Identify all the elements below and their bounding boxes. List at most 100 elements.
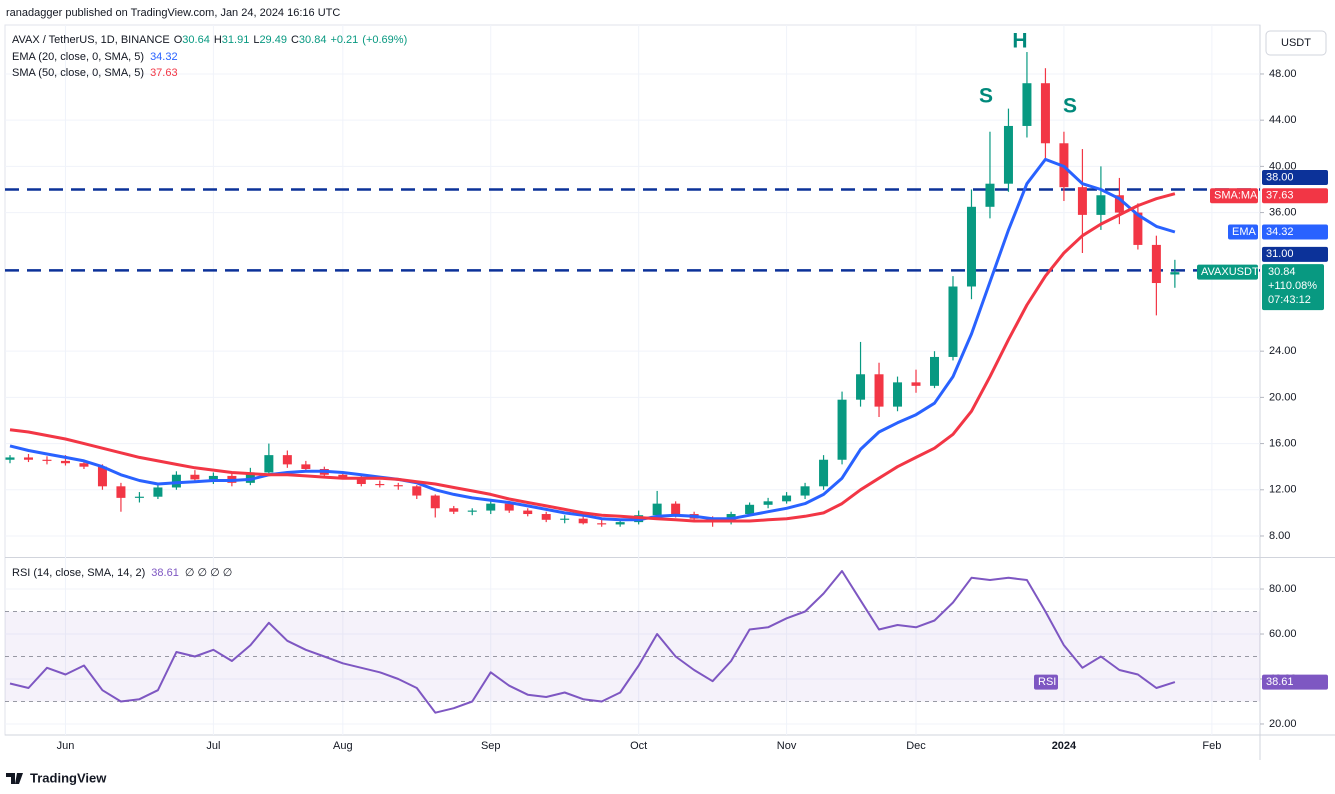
y-tick-label: 16.00 bbox=[1269, 437, 1297, 449]
legend-item: 30.84 bbox=[299, 34, 327, 46]
candle-body bbox=[930, 356, 939, 386]
candle-body bbox=[375, 484, 385, 486]
symbol-tag-box bbox=[1197, 264, 1258, 280]
level-tag-box bbox=[1262, 169, 1328, 185]
legend-item: SMA (50, close, 0, SMA, 5) bbox=[12, 67, 144, 79]
legend: AVAX / TetherUS, 1D, BINANCE O30.64 H31.91… bbox=[12, 34, 407, 46]
candle-body bbox=[208, 475, 218, 480]
pattern-annotation: H bbox=[1012, 30, 1027, 53]
candle-body bbox=[116, 486, 126, 498]
candle-body bbox=[449, 508, 459, 512]
legend-item: EMA (20, close, 0, SMA, 5) bbox=[12, 51, 144, 63]
candle-body bbox=[486, 503, 496, 511]
last-price-box bbox=[1262, 264, 1324, 311]
x-tick-label: Aug bbox=[333, 740, 353, 752]
candle-body bbox=[134, 496, 144, 498]
rsi-name-tag-box bbox=[1034, 674, 1058, 690]
candle-body bbox=[1096, 195, 1106, 215]
legend-item: C bbox=[291, 34, 299, 46]
candle-body bbox=[671, 503, 681, 515]
candle-body bbox=[893, 382, 903, 407]
y-tick-label: 8.00 bbox=[1269, 530, 1290, 542]
candle-body bbox=[504, 503, 514, 511]
y-tick-label: 48.00 bbox=[1269, 68, 1297, 80]
candle-body bbox=[356, 477, 366, 485]
rsi-value-tag: 38.61 bbox=[1266, 676, 1294, 688]
legend-item: H bbox=[214, 34, 222, 46]
y-tick-label: 20.00 bbox=[1269, 718, 1297, 730]
legend-item: 37.63 bbox=[150, 67, 178, 79]
candle-body bbox=[153, 487, 163, 497]
candle-body bbox=[560, 518, 570, 520]
series-name-tag: SMA:MA bbox=[1214, 190, 1258, 202]
series-name-tag-box bbox=[1228, 224, 1258, 240]
candle-body bbox=[264, 455, 274, 473]
legend-item: O bbox=[174, 34, 183, 46]
candle-body bbox=[430, 495, 440, 509]
candle-body bbox=[874, 374, 884, 407]
candle-body bbox=[60, 460, 70, 464]
candle-body bbox=[97, 466, 107, 487]
series-value-tag: 34.32 bbox=[1266, 226, 1294, 238]
candle-body bbox=[523, 510, 533, 515]
legend: EMA (20, close, 0, SMA, 5) 34.32 bbox=[12, 51, 178, 63]
candle-body bbox=[412, 486, 422, 496]
candle-body bbox=[911, 382, 921, 386]
legend-item: 34.32 bbox=[150, 51, 178, 63]
candle-body bbox=[393, 485, 403, 487]
candle-body bbox=[1170, 272, 1180, 275]
legend-item: 30.64 bbox=[182, 34, 210, 46]
y-tick-label: 60.00 bbox=[1269, 628, 1297, 640]
candle-body bbox=[541, 514, 551, 520]
series-value-tag: 37.63 bbox=[1266, 190, 1294, 202]
pattern-annotation: S bbox=[979, 85, 993, 108]
legend-item: 29.49 bbox=[259, 34, 287, 46]
footer-logo[interactable]: TradingView bbox=[30, 770, 107, 785]
y-tick-label: 20.00 bbox=[1269, 391, 1297, 403]
series-value-tag-box bbox=[1262, 224, 1328, 240]
change-since: +110.08% bbox=[1268, 280, 1317, 292]
y-tick-label: 36.00 bbox=[1269, 206, 1297, 218]
candle-body bbox=[1040, 83, 1050, 144]
legend-item: +0.21 bbox=[330, 34, 358, 46]
candle-body bbox=[301, 464, 311, 469]
candle-body bbox=[966, 206, 976, 287]
candle-body bbox=[763, 501, 773, 505]
x-tick-label: Oct bbox=[630, 740, 647, 752]
candle-body bbox=[338, 474, 348, 478]
legend: RSI (14, close, SMA, 14, 2) 38.61 ∅ ∅ ∅ ∅ bbox=[12, 567, 232, 579]
candle-body bbox=[171, 474, 181, 488]
rsi-value-tag-box bbox=[1262, 674, 1328, 690]
candle-body bbox=[985, 183, 995, 207]
x-tick-label: Dec bbox=[906, 740, 926, 752]
legend-item: L bbox=[253, 34, 259, 46]
candle-body bbox=[615, 522, 625, 525]
series-line bbox=[9, 192, 1176, 523]
x-tick-label: Jul bbox=[206, 740, 220, 752]
legend-item: (+0.69%) bbox=[362, 34, 407, 46]
level-tag: 38.00 bbox=[1266, 171, 1294, 183]
y-tick-label: 80.00 bbox=[1269, 583, 1297, 595]
candle-body bbox=[42, 459, 52, 461]
series-line bbox=[9, 570, 1176, 714]
candle-body bbox=[1077, 187, 1087, 215]
candle-body bbox=[1003, 125, 1013, 184]
legend-item: 31.91 bbox=[222, 34, 250, 46]
candle-body bbox=[23, 457, 33, 460]
candle-body bbox=[800, 486, 810, 496]
y-tick-label: 44.00 bbox=[1269, 114, 1297, 126]
candle-body bbox=[578, 518, 588, 524]
candle-body bbox=[1151, 244, 1161, 284]
x-tick-label: 2024 bbox=[1052, 740, 1077, 752]
y-tick-label: 12.00 bbox=[1269, 484, 1297, 496]
x-tick-label: Feb bbox=[1202, 740, 1221, 752]
candle-body bbox=[652, 503, 662, 516]
rsi-name-tag: RSI bbox=[1038, 676, 1056, 688]
candle-body bbox=[245, 472, 255, 483]
x-tick-label: Sep bbox=[481, 740, 501, 752]
level-tag-box bbox=[1262, 246, 1328, 262]
level-tag: 31.00 bbox=[1266, 248, 1294, 260]
series-value-tag-box bbox=[1262, 188, 1328, 204]
candle-body bbox=[1133, 212, 1143, 245]
y-tick-label: 24.00 bbox=[1269, 345, 1297, 357]
